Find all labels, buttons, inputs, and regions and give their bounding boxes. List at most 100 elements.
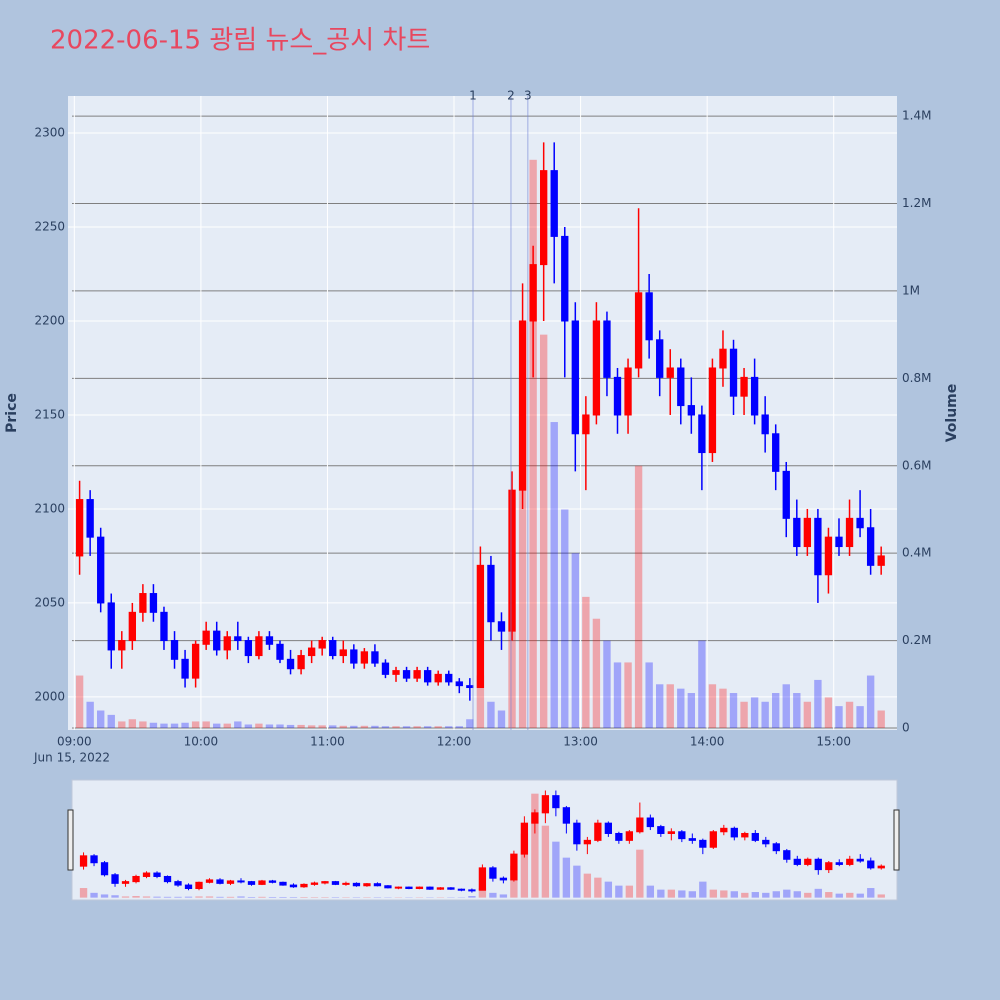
candle-body bbox=[423, 670, 432, 683]
volume-bar bbox=[561, 509, 569, 728]
candle-body bbox=[877, 865, 885, 869]
candle-body bbox=[132, 875, 140, 883]
candle-body bbox=[603, 320, 611, 378]
event-label: 3 bbox=[524, 89, 532, 103]
candle-body bbox=[814, 858, 822, 871]
volume-bar bbox=[634, 465, 643, 728]
volume-bar bbox=[740, 701, 748, 728]
volume-bar bbox=[97, 710, 105, 728]
volume-bar bbox=[75, 675, 84, 728]
y2-tick-label: 0.6M bbox=[902, 458, 931, 472]
volume-bar bbox=[573, 865, 581, 898]
candle-body bbox=[708, 367, 717, 454]
volume-bar bbox=[783, 889, 791, 898]
volume-bar bbox=[276, 724, 284, 728]
slider-handle[interactable] bbox=[67, 809, 74, 871]
volume-bar bbox=[79, 888, 88, 898]
volume-bar bbox=[645, 662, 653, 728]
candle-body bbox=[582, 414, 590, 435]
volume-bar bbox=[719, 688, 727, 728]
candle-body bbox=[363, 883, 371, 887]
volume-bar bbox=[761, 701, 769, 728]
volume-bar bbox=[646, 885, 655, 898]
volume-bar bbox=[128, 719, 137, 728]
volume-bar bbox=[160, 723, 168, 728]
candle-body bbox=[79, 855, 88, 867]
volume-bar bbox=[729, 693, 738, 728]
candle-body bbox=[520, 822, 529, 855]
volume-bar bbox=[741, 892, 749, 898]
y-tick-label: 2300 bbox=[34, 126, 65, 140]
candle-body bbox=[656, 339, 664, 378]
volume-bar bbox=[111, 895, 119, 898]
volume-bar bbox=[782, 684, 790, 728]
volume-bar bbox=[709, 889, 717, 898]
volume-bar bbox=[877, 710, 885, 728]
slider-handle[interactable] bbox=[893, 809, 900, 871]
volume-bar bbox=[466, 719, 474, 728]
candle-body bbox=[487, 564, 495, 623]
candle-body bbox=[466, 685, 474, 689]
volume-bar bbox=[392, 726, 400, 728]
candle-body bbox=[279, 881, 287, 886]
candle-body bbox=[237, 880, 245, 883]
candle-body bbox=[583, 839, 592, 845]
volume-bar bbox=[814, 679, 822, 728]
candle-body bbox=[86, 499, 94, 538]
candle-body bbox=[678, 831, 686, 840]
candle-body bbox=[518, 320, 527, 491]
volume-bar bbox=[107, 714, 115, 728]
candle-body bbox=[529, 264, 537, 322]
candle-body bbox=[845, 517, 854, 548]
candle-body bbox=[384, 885, 392, 889]
candle-body bbox=[604, 822, 613, 834]
candle-body bbox=[531, 812, 539, 824]
candle-body bbox=[160, 611, 168, 642]
volume-bar bbox=[687, 693, 696, 728]
volume-bar bbox=[582, 596, 590, 728]
candle-body bbox=[170, 640, 179, 660]
volume-bar bbox=[226, 896, 235, 898]
candle-body bbox=[552, 795, 560, 809]
volume-bar bbox=[289, 897, 298, 898]
volume-bar bbox=[434, 726, 442, 728]
volume-bar bbox=[247, 896, 256, 898]
candle-body bbox=[289, 884, 298, 888]
y2-tick-label: 1.4M bbox=[902, 109, 931, 123]
candle-body bbox=[310, 882, 319, 885]
volume-bar bbox=[846, 892, 854, 898]
candle-body bbox=[677, 367, 685, 407]
volume-bar bbox=[307, 725, 316, 728]
candle-body bbox=[877, 555, 885, 566]
candle-body bbox=[339, 649, 347, 657]
volume-bar bbox=[571, 553, 580, 728]
y2-axis-title: Volume bbox=[944, 384, 960, 443]
volume-bar bbox=[624, 662, 632, 728]
candle-body bbox=[772, 433, 780, 472]
candle-body bbox=[793, 858, 801, 865]
volume-bar bbox=[699, 881, 707, 898]
candle-body bbox=[163, 875, 172, 883]
volume-bar bbox=[594, 877, 602, 898]
candle-body bbox=[244, 640, 253, 657]
volume-bar bbox=[793, 891, 801, 898]
candle-body bbox=[550, 170, 558, 237]
volume-bar bbox=[866, 675, 875, 728]
volume-bar bbox=[520, 833, 529, 898]
volume-bar bbox=[845, 701, 854, 728]
y-tick-label: 2000 bbox=[34, 689, 65, 703]
volume-bar bbox=[550, 422, 558, 728]
candle-body bbox=[373, 883, 382, 887]
y2-tick-label: 1M bbox=[902, 283, 920, 297]
volume-bar bbox=[100, 894, 109, 898]
volume-bar bbox=[510, 865, 518, 898]
volume-bar bbox=[244, 724, 253, 728]
volume-bar bbox=[625, 885, 634, 898]
candle-body bbox=[508, 489, 516, 632]
candle-body bbox=[111, 874, 119, 884]
volume-bar bbox=[562, 857, 571, 898]
volume-bar bbox=[139, 721, 147, 728]
x-tick-label: 11:00 bbox=[310, 735, 345, 749]
volume-bar bbox=[170, 723, 179, 728]
candle-body bbox=[350, 649, 358, 664]
